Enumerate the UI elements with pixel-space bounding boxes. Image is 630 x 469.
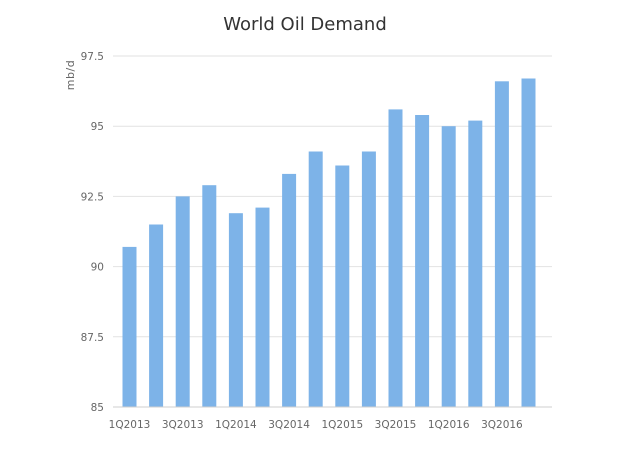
- y-tick-label-5: 97.5: [81, 51, 104, 63]
- bar-1Q2016: [441, 126, 456, 407]
- x-tick-label-3Q2013: 3Q2013: [162, 419, 204, 431]
- bar-3Q2014: [282, 173, 297, 407]
- bar-2Q2013: [149, 224, 164, 407]
- bar-1Q2013: [122, 246, 137, 407]
- x-tick-label-1Q2015: 1Q2015: [321, 419, 363, 431]
- bar-4Q2013: [202, 185, 217, 407]
- bar-2Q2014: [255, 207, 270, 407]
- y-axis-label: mb/d: [64, 60, 77, 90]
- bar-3Q2015: [388, 109, 403, 408]
- x-tick-label-3Q2016: 3Q2016: [481, 419, 523, 431]
- y-tick-label-4: 95: [91, 121, 104, 133]
- bar-4Q2016: [521, 78, 536, 407]
- x-axis-ticks: 1Q2013 3Q2013 1Q2014 3Q2014 1Q2015 3Q2015 1Q20…: [109, 419, 523, 431]
- x-tick-label-1Q2013: 1Q2013: [109, 419, 151, 431]
- bars: [122, 78, 536, 408]
- x-tick-label-1Q2016: 1Q2016: [428, 419, 470, 431]
- x-tick-label-1Q2014: 1Q2014: [215, 419, 257, 431]
- chart-title: World Oil Demand: [223, 14, 387, 35]
- bar-1Q2014: [228, 213, 243, 407]
- bar-3Q2016: [494, 81, 509, 408]
- bar-1Q2015: [335, 165, 350, 407]
- y-tick-label-2: 90: [91, 262, 104, 274]
- x-tick-label-3Q2014: 3Q2014: [268, 419, 310, 431]
- y-tick-label-0: 85: [91, 402, 104, 414]
- bar-3Q2013: [175, 196, 190, 407]
- bar-4Q2014: [308, 151, 323, 407]
- y-axis-ticks: 85 87.5 90 92.5 95 97.5: [81, 51, 104, 414]
- y-tick-label-3: 92.5: [81, 191, 104, 203]
- x-tick-label-3Q2015: 3Q2015: [375, 419, 417, 431]
- bar-4Q2015: [415, 115, 430, 407]
- bar-2Q2015: [361, 151, 376, 407]
- bar-2Q2016: [468, 120, 483, 407]
- y-tick-label-1: 87.5: [81, 332, 104, 344]
